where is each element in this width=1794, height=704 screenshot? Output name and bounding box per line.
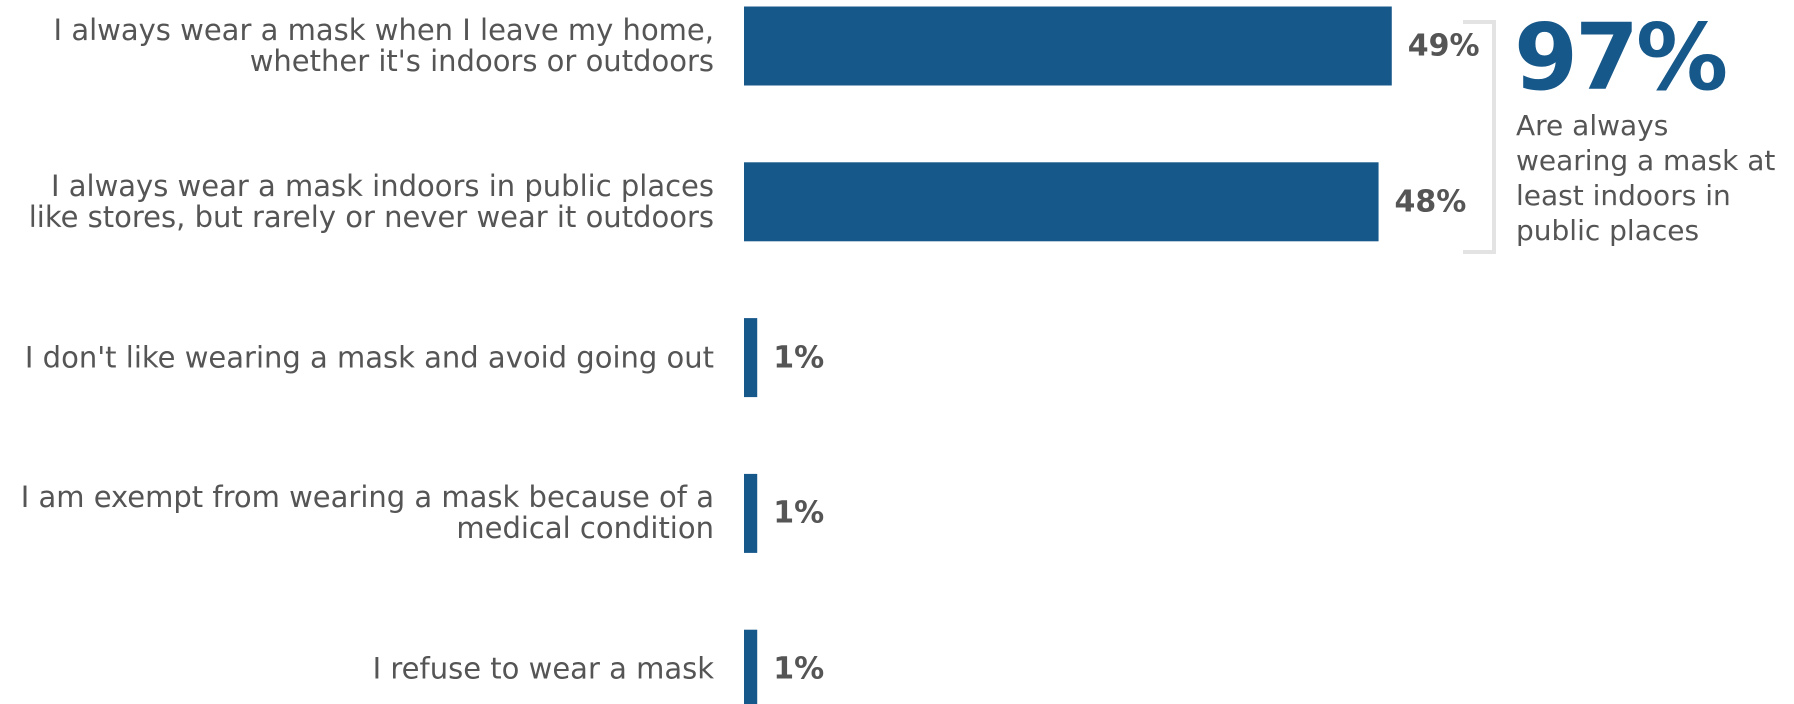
- bar: [744, 629, 758, 704]
- value-label: 1%: [773, 340, 825, 376]
- value-label: 1%: [773, 495, 825, 531]
- bar: [744, 162, 1379, 242]
- bar: [744, 6, 1392, 86]
- bracket: [1463, 20, 1496, 254]
- category-label: I am exempt from wearing a mask because …: [20, 480, 714, 546]
- bar: [744, 473, 758, 553]
- callout-text: Are always wearing a mask at least indoo…: [1516, 109, 1776, 247]
- callout-value: 97%: [1514, 4, 1728, 111]
- category-label: I refuse to wear a mask: [372, 651, 714, 686]
- category-label: I always wear a mask indoors in public p…: [28, 168, 714, 234]
- category-label: I always wear a mask when I leave my hom…: [53, 13, 714, 78]
- value-label: 48%: [1394, 184, 1467, 220]
- value-label: 1%: [773, 651, 825, 687]
- bar: [744, 318, 758, 398]
- category-label: I don't like wearing a mask and avoid go…: [24, 340, 714, 375]
- value-label: 49%: [1407, 28, 1480, 64]
